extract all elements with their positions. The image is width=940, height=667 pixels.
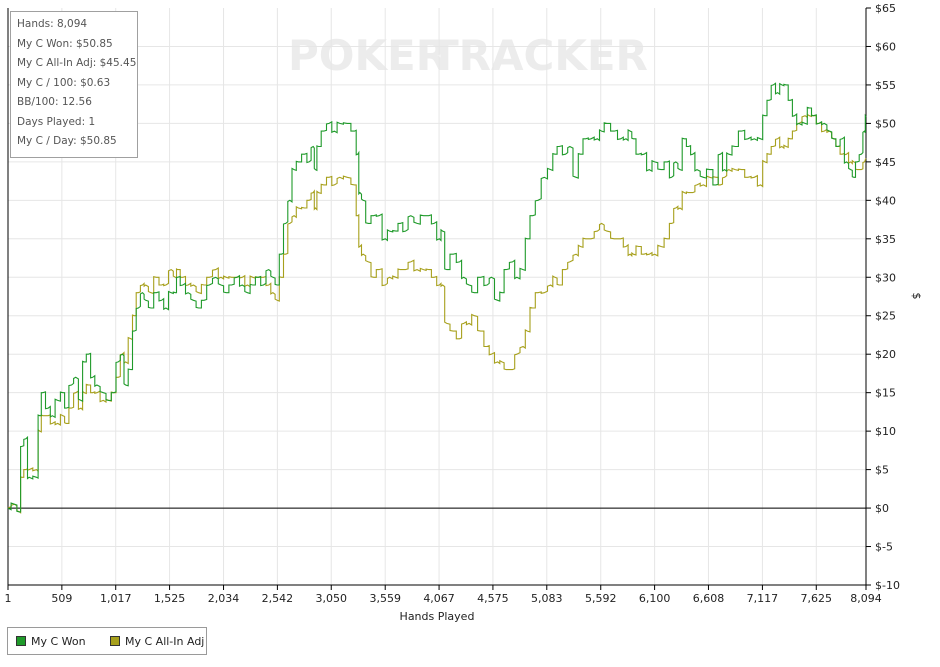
y-axis-title: $	[910, 293, 923, 300]
x-tick-label: 2,034	[208, 592, 240, 605]
stat-per-100: My C / 100: $0.63	[17, 76, 111, 89]
stat-bb-100: BB/100: 12.56	[17, 96, 92, 108]
legend-item-adj[interactable]: My C All-In Adj	[110, 635, 204, 648]
x-tick-label: 4,067	[423, 592, 455, 605]
y-tick-label: $55	[875, 79, 896, 92]
stat-per-day: My C / Day: $50.85	[17, 135, 117, 147]
x-tick-label: 3,559	[369, 592, 401, 605]
x-tick-label: 6,100	[639, 592, 671, 605]
x-tick-label: 3,050	[315, 592, 347, 605]
x-tick-label: 1	[5, 592, 12, 605]
y-tick-label: $50	[875, 117, 896, 130]
y-tick-label: $45	[875, 156, 896, 169]
legend-label-won: My C Won	[31, 635, 86, 648]
y-tick-label: $15	[875, 387, 896, 400]
y-tick-label: $0	[875, 502, 889, 515]
x-tick-label: 7,117	[747, 592, 779, 605]
y-tick-label: $5	[875, 464, 889, 477]
y-tick-label: $10	[875, 425, 896, 438]
tick-labels: 1 509 1,017 1,525 2,034 2,542 3,050 3,559 4,067 4…	[5, 2, 900, 605]
stat-days-played: Days Played: 1	[17, 115, 96, 128]
y-tick-label: $40	[875, 194, 896, 207]
x-tick-label: 5,083	[531, 592, 563, 605]
legend-swatch-won	[16, 636, 26, 646]
stat-allin-adj: My C All-In Adj: $45.45	[17, 57, 137, 69]
legend-item-won[interactable]: My C Won	[16, 635, 86, 648]
series-line-my-c-allin-adj	[7, 113, 867, 514]
x-axis-title: Hands Played	[400, 610, 475, 623]
legend: My C Won My C All-In Adj	[7, 627, 207, 655]
y-tick-label: $35	[875, 233, 896, 246]
stat-hands: Hands: 8,094	[17, 18, 88, 30]
series-line-my-c-won	[7, 82, 867, 513]
axes	[7, 7, 871, 590]
legend-swatch-adj	[110, 636, 120, 646]
stats-box: Hands: 8,094 My C Won: $50.85 My C All-I…	[10, 11, 138, 158]
legend-label-adj: My C All-In Adj	[125, 635, 205, 648]
x-tick-label: 6,608	[693, 592, 725, 605]
y-tick-label: $60	[875, 40, 896, 53]
y-tick-label: $-10	[875, 579, 900, 592]
watermark-poker: POKER	[288, 31, 448, 80]
x-tick-label: 1,525	[154, 592, 186, 605]
x-tick-label: 7,625	[801, 592, 833, 605]
x-tick-label: 2,542	[262, 592, 294, 605]
y-tick-label: $30	[875, 271, 896, 284]
grid	[8, 8, 866, 585]
stat-won: My C Won: $50.85	[17, 37, 113, 50]
x-tick-label: 8,094	[850, 592, 882, 605]
x-tick-label: 4,575	[477, 592, 509, 605]
y-tick-label: $20	[875, 348, 896, 361]
y-tick-label: $65	[875, 2, 896, 15]
x-tick-label: 1,017	[100, 592, 132, 605]
x-tick-label: 5,592	[585, 592, 617, 605]
series-lines	[7, 82, 867, 514]
y-tick-label: $25	[875, 310, 896, 323]
y-tick-label: $-5	[875, 541, 893, 554]
watermark-tracker: TRACKER	[430, 31, 648, 80]
x-tick-label: 509	[51, 592, 72, 605]
